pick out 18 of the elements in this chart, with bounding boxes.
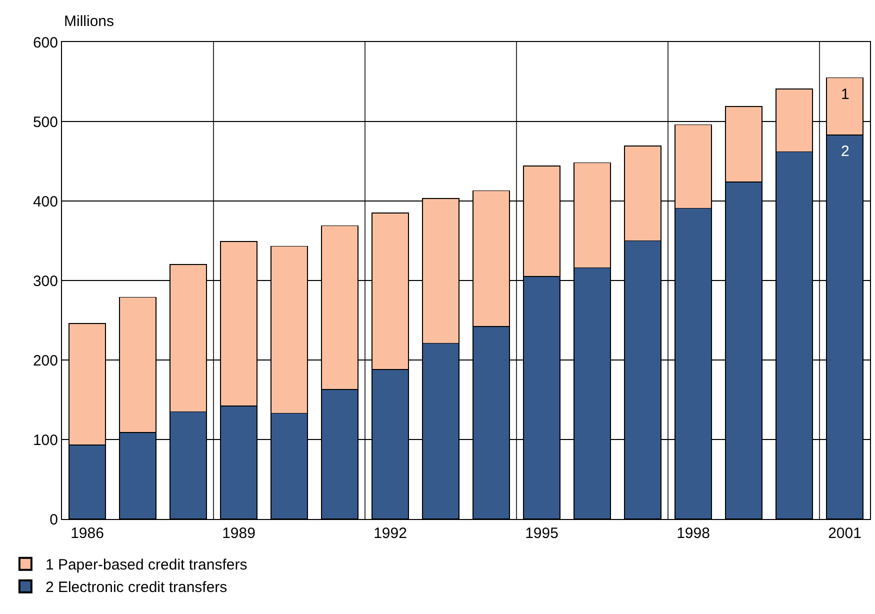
y-tick-label: 100 [32, 432, 58, 449]
annotation: 2 [841, 143, 850, 160]
x-tick-label: 1998 [676, 525, 710, 542]
y-axis-title: Millions [64, 13, 114, 30]
x-tick-label: 1986 [70, 525, 104, 542]
y-tick-label: 300 [32, 272, 58, 290]
x-tick-label: 1992 [374, 525, 407, 542]
y-tick-label: 0 [50, 511, 58, 528]
x-tick-label: 1995 [525, 525, 558, 542]
annotation: 1 [841, 86, 850, 103]
x-tick-label: 2001 [828, 525, 862, 542]
x-tick-label: 1989 [222, 525, 256, 542]
y-tick-label: 600 [32, 34, 58, 52]
y-tick-label: 200 [32, 352, 58, 370]
y-tick-label: 500 [32, 114, 58, 131]
legend-label: 2 Electronic credit transfers [45, 579, 228, 596]
y-tick-label: 400 [32, 193, 58, 210]
legend-label: 1 Paper-based credit transfers [45, 556, 248, 574]
